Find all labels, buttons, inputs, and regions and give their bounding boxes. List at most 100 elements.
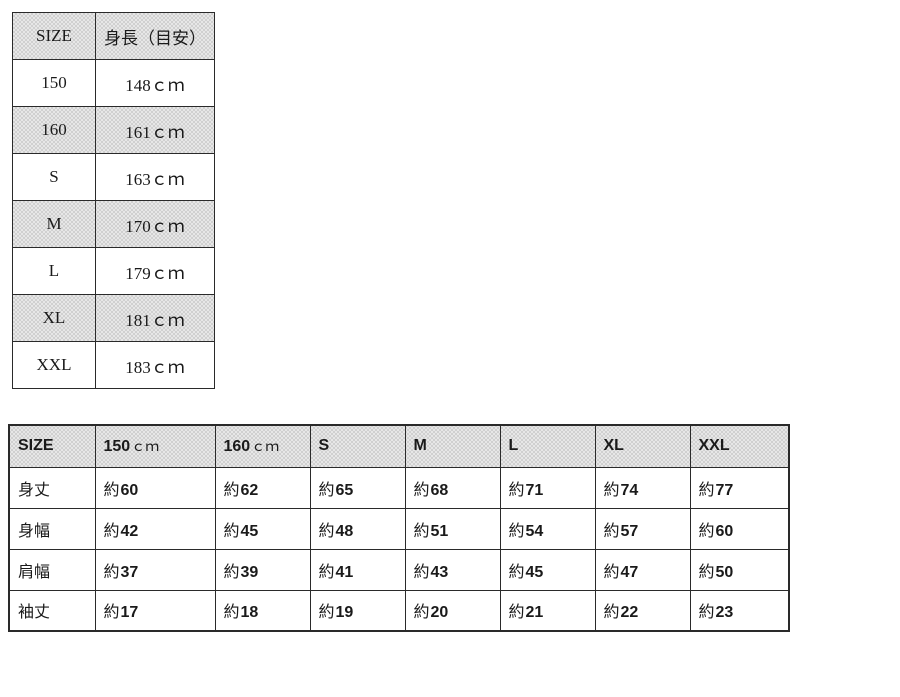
size-label: S — [318, 437, 330, 455]
measurement-value: 47 — [620, 563, 639, 581]
measurement-value-cell: 約18 — [214, 589, 311, 632]
measurement-value: 60 — [120, 481, 139, 499]
approx-prefix: 約 — [318, 563, 335, 581]
size-label: 150 — [103, 438, 131, 456]
size-cell: XXL — [12, 341, 96, 389]
measurement-row-label: 身幅 — [8, 507, 96, 550]
approx-prefix: 約 — [223, 522, 240, 540]
height-cell: 181ｃｍ — [95, 294, 215, 342]
height-cell: 148ｃｍ — [95, 59, 215, 107]
size-cell: 160 — [12, 106, 96, 154]
measurement-value-cell: 約41 — [309, 548, 406, 591]
measurements-body: 身丈 約60 約62 約65 約68 約71 約74 約77 身幅 約42 約45 約48 約51 約54… — [8, 466, 790, 632]
size-cell: XL — [12, 294, 96, 342]
measurement-value-cell: 約45 — [499, 548, 596, 591]
measurement-value: 48 — [335, 522, 354, 540]
approx-prefix: 約 — [103, 563, 120, 581]
measurement-col-header: L — [499, 424, 596, 468]
approx-prefix: 約 — [603, 481, 620, 499]
measurement-value: 60 — [715, 522, 734, 540]
height-cell: 179ｃｍ — [95, 247, 215, 295]
approx-prefix: 約 — [508, 481, 525, 499]
approx-prefix: 約 — [508, 522, 525, 540]
approx-prefix: 約 — [413, 604, 430, 622]
measurement-value: 57 — [620, 522, 639, 540]
measurement-value-cell: 約50 — [689, 548, 790, 591]
approx-prefix: 約 — [698, 481, 715, 499]
approx-prefix: 約 — [603, 563, 620, 581]
size-cell: L — [12, 247, 96, 295]
measurement-row-label: 袖丈 — [8, 589, 96, 632]
measurement-value-cell: 約54 — [499, 507, 596, 550]
height-guide-row: M 170ｃｍ — [12, 200, 215, 248]
measurement-value: 54 — [525, 522, 544, 540]
measurement-value: 65 — [335, 481, 354, 499]
measurement-value-cell: 約60 — [94, 466, 216, 509]
measurement-value: 19 — [335, 604, 354, 622]
approx-prefix: 約 — [698, 604, 715, 622]
measurement-col-header: XXL — [689, 424, 790, 468]
measurement-row: 身幅 約42 約45 約48 約51 約54 約57 約60 — [8, 507, 790, 550]
measurement-row-label: 身丈 — [8, 466, 96, 509]
measurement-value-cell: 約68 — [404, 466, 501, 509]
measurement-value-cell: 約62 — [214, 466, 311, 509]
measurement-col-header: M — [404, 424, 501, 468]
measurement-value: 43 — [430, 563, 449, 581]
measurement-row: 肩幅 約37 約39 約41 約43 約45 約47 約50 — [8, 548, 790, 591]
height-guide-size-header: SIZE — [12, 12, 96, 60]
approx-prefix: 約 — [223, 604, 240, 622]
size-label: XXL — [698, 437, 730, 455]
measurement-value: 21 — [525, 604, 544, 622]
measurement-col-header: S — [309, 424, 406, 468]
height-guide-row: L 179ｃｍ — [12, 247, 215, 295]
measurements-corner-header: SIZE — [8, 424, 96, 468]
height-guide-body: 150 148ｃｍ 160 161ｃｍ S 163ｃｍ M 170ｃｍ L 179ｃｍ XL 181ｃ… — [12, 59, 215, 389]
measurement-row: 袖丈 約17 約18 約19 約20 約21 約22 約23 — [8, 589, 790, 632]
measurement-value: 42 — [120, 522, 139, 540]
height-guide-table: SIZE 身長（目安） 150 148ｃｍ 160 161ｃｍ S 163ｃｍ M 170ｃｍ… — [12, 12, 215, 389]
measurement-value-cell: 約74 — [594, 466, 691, 509]
approx-prefix: 約 — [413, 481, 430, 499]
measurement-value: 74 — [620, 481, 639, 499]
measurement-value-cell: 約17 — [94, 589, 216, 632]
measurement-value-cell: 約42 — [94, 507, 216, 550]
measurement-value: 77 — [715, 481, 734, 499]
measurement-value-cell: 約21 — [499, 589, 596, 632]
approx-prefix: 約 — [318, 481, 335, 499]
measurement-value: 20 — [430, 604, 449, 622]
measurement-value-cell: 約51 — [404, 507, 501, 550]
measurement-row-label: 肩幅 — [8, 548, 96, 591]
approx-prefix: 約 — [318, 522, 335, 540]
measurement-value-cell: 約22 — [594, 589, 691, 632]
size-label: M — [413, 437, 427, 455]
size-cell: M — [12, 200, 96, 248]
size-cell: 150 — [12, 59, 96, 107]
measurement-value: 62 — [240, 481, 259, 499]
measurement-value-cell: 約48 — [309, 507, 406, 550]
measurement-row: 身丈 約60 約62 約65 約68 約71 約74 約77 — [8, 466, 790, 509]
measurement-value-cell: 約45 — [214, 507, 311, 550]
measurement-value-cell: 約71 — [499, 466, 596, 509]
height-cell: 163ｃｍ — [95, 153, 215, 201]
approx-prefix: 約 — [508, 604, 525, 622]
approx-prefix: 約 — [103, 481, 120, 499]
height-guide-row: XXL 183ｃｍ — [12, 341, 215, 389]
height-guide-height-header: 身長（目安） — [95, 12, 215, 60]
measurement-value-cell: 約65 — [309, 466, 406, 509]
measurement-value-cell: 約47 — [594, 548, 691, 591]
measurement-value: 71 — [525, 481, 544, 499]
approx-prefix: 約 — [223, 563, 240, 581]
measurement-value-cell: 約37 — [94, 548, 216, 591]
measurement-value-cell: 約20 — [404, 589, 501, 632]
measurement-value: 17 — [120, 604, 139, 622]
measurement-value-cell: 約60 — [689, 507, 790, 550]
measurement-value: 37 — [120, 563, 139, 581]
height-guide-row: S 163ｃｍ — [12, 153, 215, 201]
measurement-value: 22 — [620, 604, 639, 622]
height-guide-row: 150 148ｃｍ — [12, 59, 215, 107]
measurement-col-header: 150ｃｍ — [94, 424, 216, 468]
measurement-value-cell: 約57 — [594, 507, 691, 550]
height-guide-row: XL 181ｃｍ — [12, 294, 215, 342]
height-cell: 161ｃｍ — [95, 106, 215, 154]
approx-prefix: 約 — [413, 563, 430, 581]
